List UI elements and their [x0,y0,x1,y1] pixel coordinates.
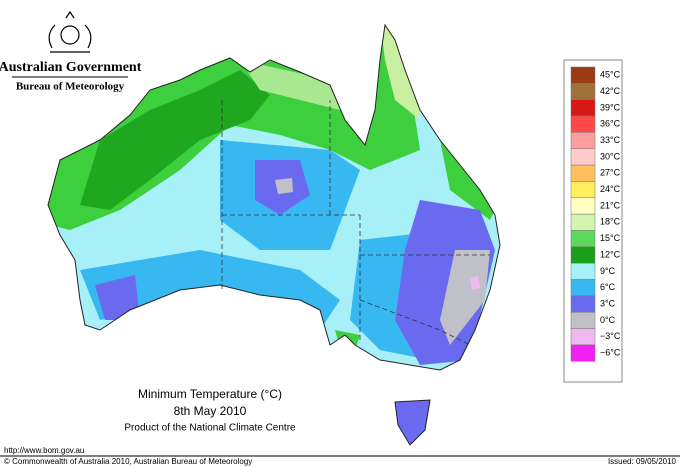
legend-swatch [570,246,596,264]
legend-swatch [570,344,596,362]
legend-swatch [570,312,596,329]
government-name: Australian Government [0,60,142,75]
legend-swatch [570,262,596,280]
legend-label: 3°C [600,298,616,308]
legend-label: 42°C [600,86,621,96]
legend-label: 33°C [600,135,621,145]
legend-swatch [570,83,596,100]
map-date: 8th May 2010 [174,404,247,418]
legend-swatch [570,230,596,248]
map-title: Minimum Temperature (°C) [138,387,282,401]
footer-url: http://www.bom.gov.au [4,446,84,455]
legend-label: 27°C [600,168,621,178]
legend-label: 36°C [600,119,621,129]
legend-label: 0°C [600,315,616,325]
coastline [47,23,501,371]
legend-swatch [570,328,596,346]
legend-swatch [570,132,596,149]
legend-swatch [570,181,596,199]
legend: 45°C 42°C 39°C 36°C 33°C 30°C 27°C 24°C 21°C 18°C… [570,66,621,362]
footer-copyright: © Commonwealth of Australia 2010, Austra… [4,457,252,466]
legend-swatch [570,66,596,84]
legend-swatch [570,148,596,166]
legend-label: 30°C [600,151,621,161]
legend-swatch [570,115,596,133]
legend-swatch [570,99,596,117]
legend-label: 18°C [600,217,621,227]
legend-label: 21°C [600,200,621,210]
legend-label: 12°C [600,249,621,259]
legend-label: 45°C [600,70,621,80]
legend-label: 6°C [600,282,616,292]
legend-swatch [570,164,596,182]
emblem [48,10,92,53]
legend-swatch [570,279,596,297]
legend-label: 9°C [600,266,616,276]
legend-swatch [570,213,596,231]
legend-frame [563,59,623,383]
legend-label: −6°C [600,348,621,358]
state-borders [221,100,490,346]
legend-label: 15°C [600,233,621,243]
tasmania [394,399,431,446]
legend-label: 39°C [600,102,621,112]
legend-swatch [570,197,596,215]
legend-label: 24°C [600,184,621,194]
map-product: Product of the National Climate Centre [124,423,296,434]
footer-issued: Issued: 09/05/2010 [608,457,677,466]
legend-label: −3°C [600,331,621,341]
legend-swatch [570,295,596,313]
bureau-name: Bureau of Meteorology [16,81,125,93]
